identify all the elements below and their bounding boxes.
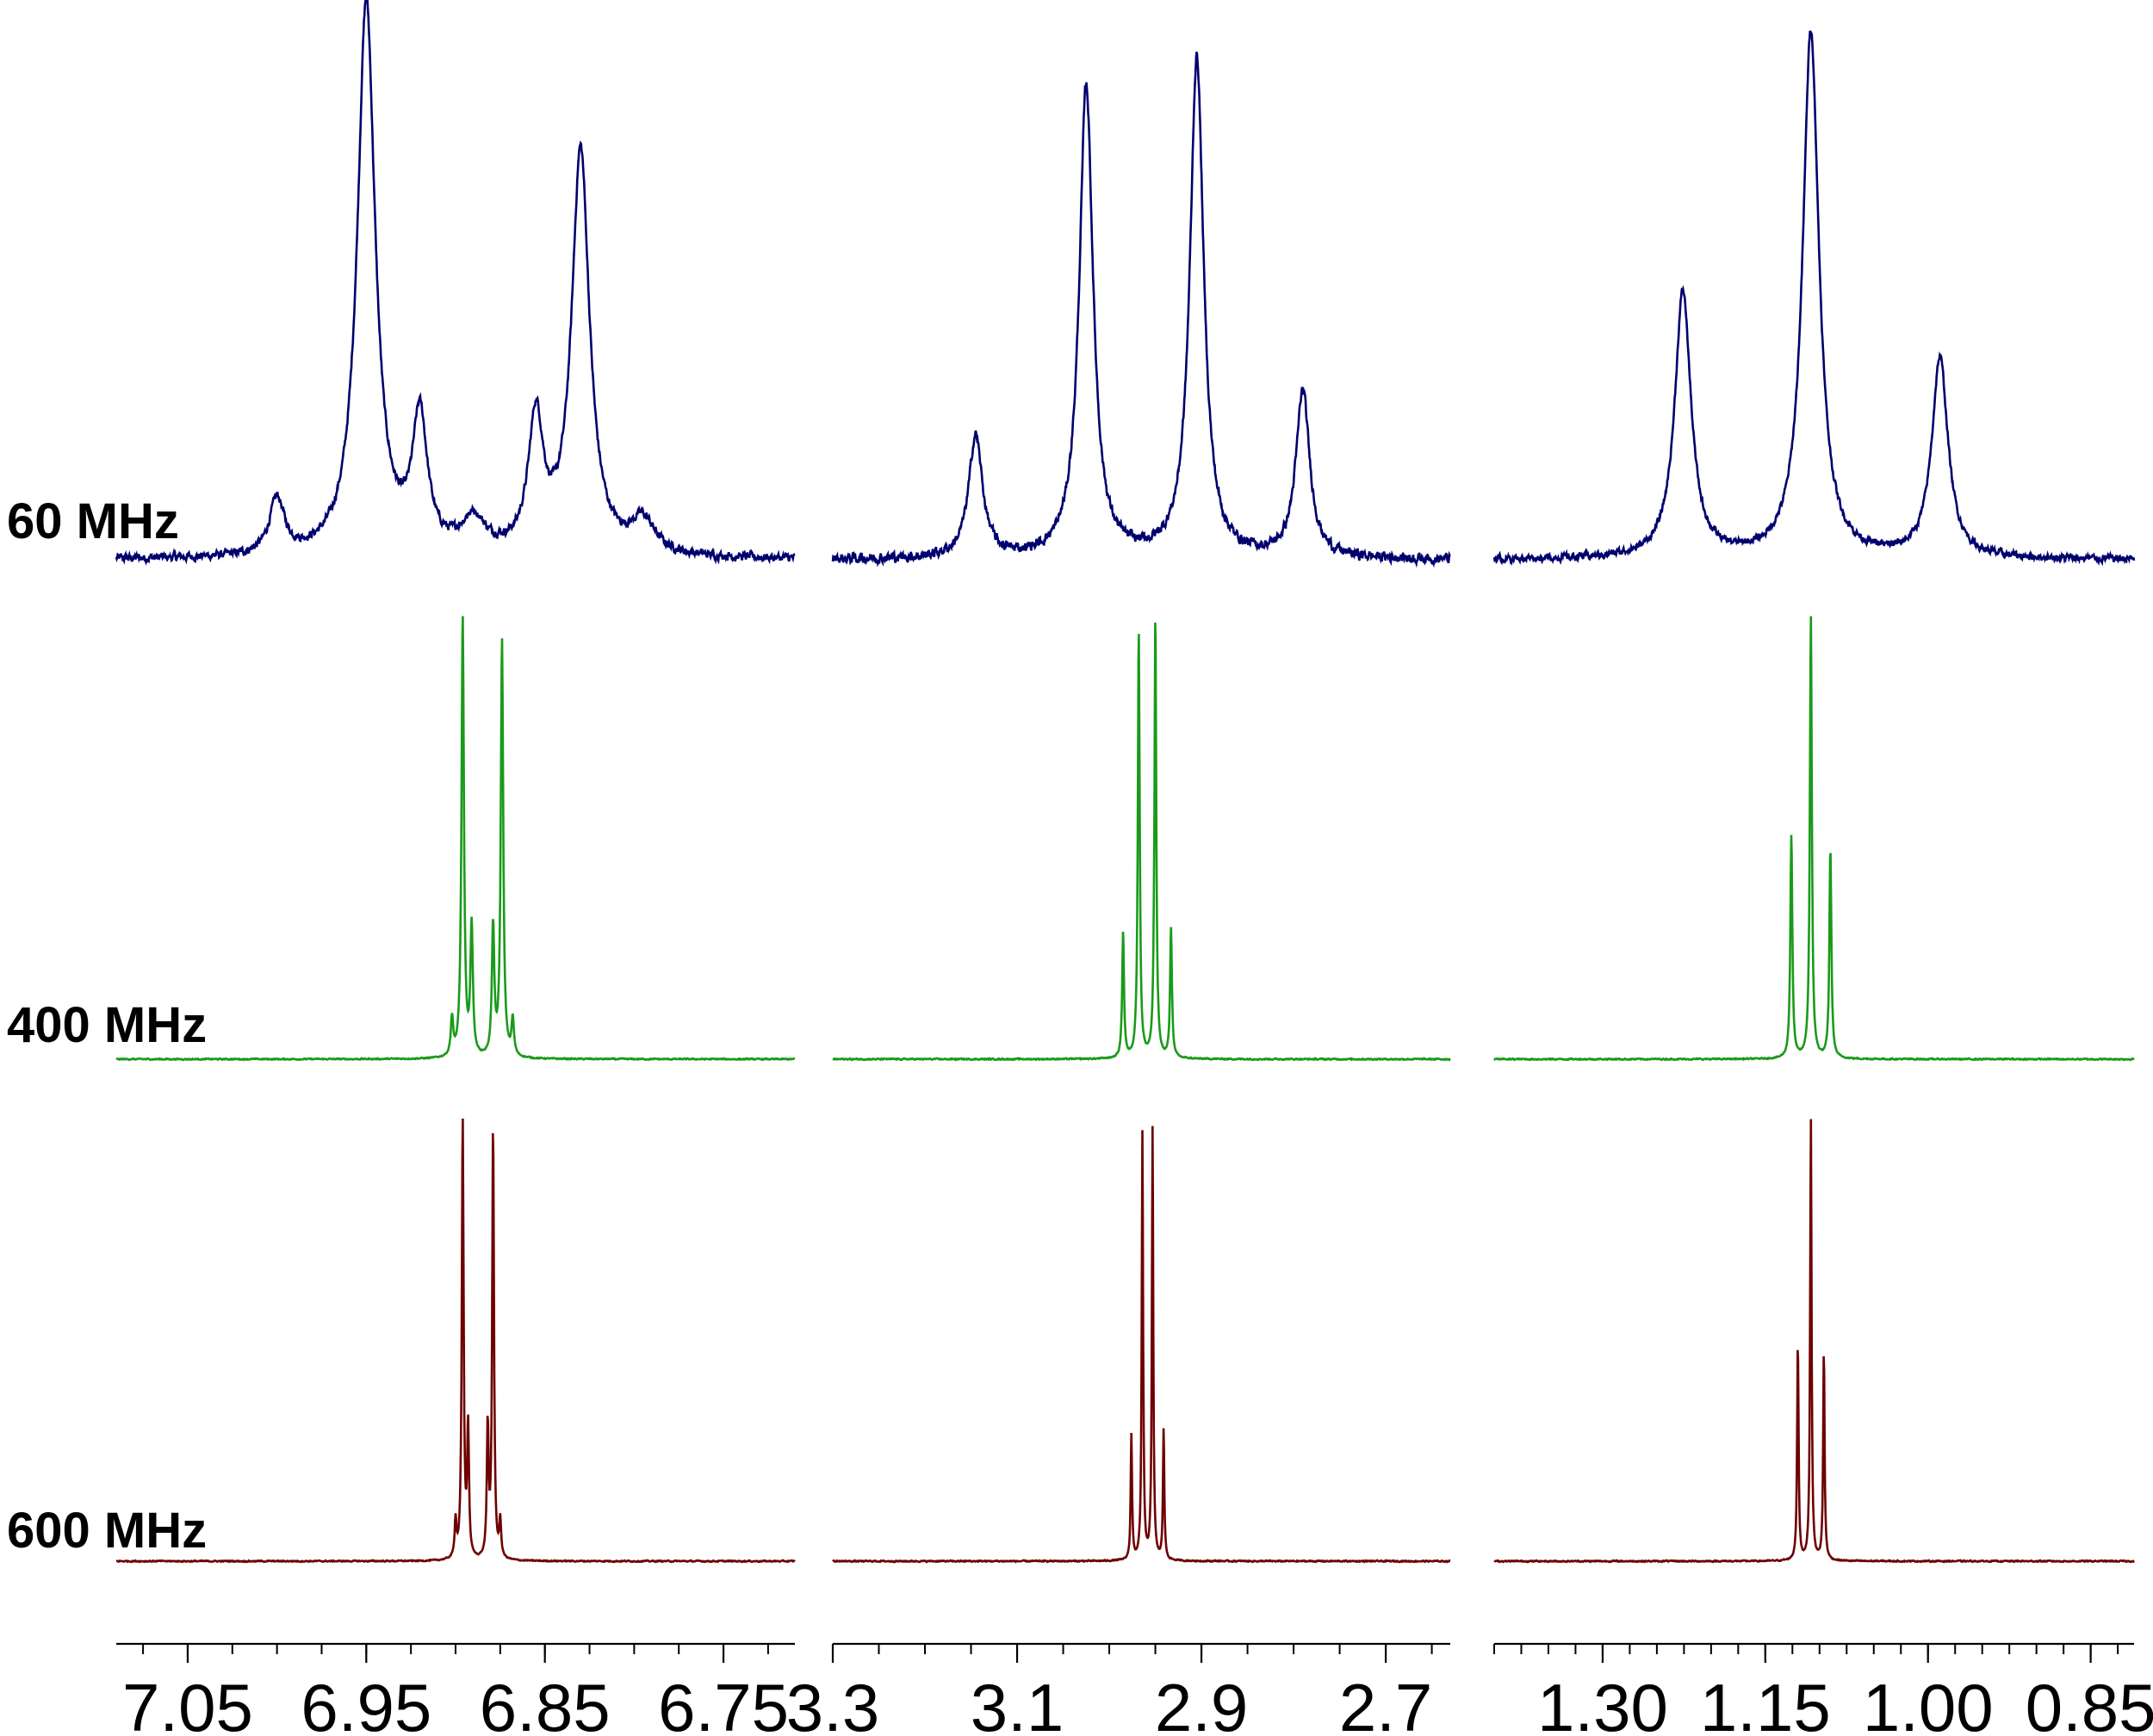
spectrum-trace — [115, 1118, 796, 1564]
tick-label: 1.15 — [1700, 1670, 1831, 1736]
spectrum-trace — [115, 0, 796, 567]
tick-label: 2.9 — [1155, 1670, 1248, 1736]
spectra-layer — [115, 0, 2136, 1564]
spectrum-trace — [1493, 1119, 2135, 1564]
spectrum-trace — [1493, 616, 2135, 1062]
tick-label: 2.7 — [1339, 1670, 1432, 1736]
tick-label: 1.30 — [1537, 1670, 1668, 1736]
field-strength-label: 400 MHz — [7, 997, 207, 1053]
spectrum-trace — [115, 616, 796, 1062]
field-strength-label: 600 MHz — [7, 1503, 207, 1559]
spectrum-trace — [1492, 30, 2136, 567]
field-strength-label: 60 MHz — [7, 493, 179, 549]
field-labels: 60 MHz 400 MHz 600 MHz — [7, 493, 207, 1559]
tick-label: 0.85 — [2026, 1670, 2153, 1736]
spectrum-trace — [832, 622, 1451, 1062]
tick-label: 6.95 — [301, 1670, 431, 1736]
tick-label: 3.3 — [786, 1670, 879, 1736]
tick-label: 7.05 — [122, 1670, 253, 1736]
x-axes: 7.05 6.95 6.85 6.753.3 3.1 2.9 2.7 1.30 1.15 1.00… — [116, 1642, 2153, 1736]
tick-label: 6.75 — [658, 1670, 789, 1736]
tick-label: 3.1 — [971, 1670, 1064, 1736]
tick-label: 1.00 — [1863, 1670, 1994, 1736]
tick-label: 6.85 — [480, 1670, 611, 1736]
spectrum-trace — [831, 51, 1451, 568]
spectrum-trace — [832, 1125, 1451, 1564]
